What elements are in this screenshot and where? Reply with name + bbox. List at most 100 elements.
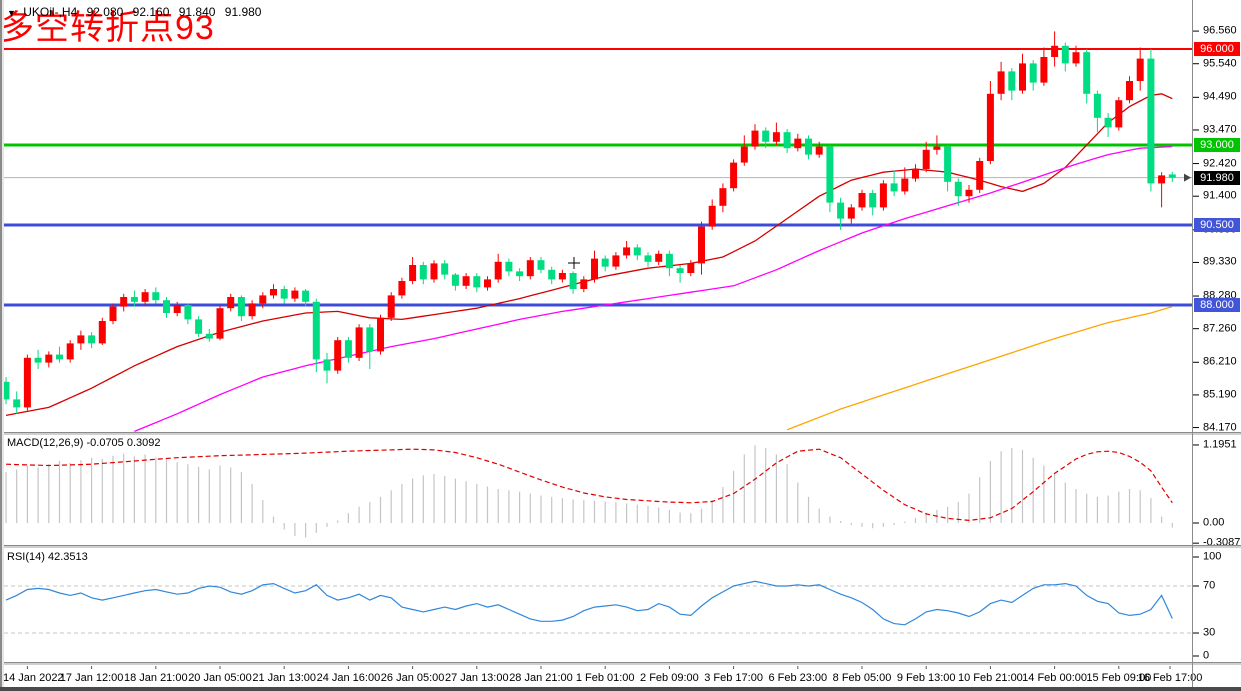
candle-body (933, 146, 941, 150)
candle-body (954, 181, 962, 197)
candle-body (601, 258, 609, 267)
candle-body (687, 263, 695, 273)
candle-body (890, 183, 898, 192)
candle-body (783, 132, 791, 149)
candle-body (751, 130, 759, 147)
candle-body (505, 261, 513, 272)
candle-body (98, 321, 106, 344)
candle-body (34, 357, 42, 363)
candle-body (676, 268, 684, 273)
candle-body (1029, 63, 1037, 83)
candle-body (398, 281, 406, 296)
candle-body (526, 260, 534, 277)
candle-body (1104, 117, 1112, 128)
candle-body (591, 258, 598, 280)
candle-body (708, 205, 716, 227)
candle-body (537, 260, 545, 270)
macd-values: -0.0705 0.3092 (86, 437, 161, 449)
candle-body (13, 399, 21, 408)
axis-divider-line (1192, 0, 1193, 688)
candle-body (462, 276, 470, 286)
candle-body (2, 381, 10, 400)
candle-body (869, 193, 877, 208)
candle-body (1136, 58, 1144, 81)
candle-body (1061, 45, 1069, 64)
rsi-name: RSI(14) (7, 551, 45, 563)
candle-body (1147, 58, 1155, 184)
candle-body (858, 193, 866, 208)
candle-body (291, 290, 299, 299)
rsi-line (5, 580, 1173, 626)
candle-body (484, 279, 491, 288)
candle-body (986, 93, 994, 161)
candle-body (837, 202, 845, 219)
candle-body (1158, 175, 1166, 184)
candle-body (355, 327, 363, 358)
candle-body (612, 255, 620, 267)
candle-body (976, 161, 984, 190)
candle-body (409, 265, 417, 281)
candle-body (494, 261, 502, 280)
candle-body (334, 340, 342, 371)
candle-body (419, 265, 427, 280)
candle-body (237, 297, 245, 317)
candle-body (516, 271, 524, 277)
candle-body (633, 247, 641, 256)
candle-body (205, 333, 213, 339)
candle-body (344, 340, 352, 358)
candle-body (120, 297, 128, 307)
candle-body (847, 207, 855, 219)
candle-body (719, 188, 727, 206)
candle-body (88, 335, 96, 344)
candle-body (901, 178, 909, 192)
candle-body (1072, 52, 1080, 64)
candle-body (944, 146, 952, 182)
candle-body (441, 263, 449, 275)
candle-body (141, 292, 149, 302)
ohlc-low: 91.840 (178, 5, 216, 19)
candle-body (1008, 71, 1016, 91)
symbol-period-label: UKOil-,H4 (23, 5, 78, 19)
candle-body (730, 162, 738, 189)
rsi-indicator-label: RSI(14) 42.3513 (7, 551, 88, 563)
candle-body (1051, 45, 1059, 57)
annotation-text: 多空转折点93 (0, 9, 215, 47)
candle-body (1083, 52, 1091, 94)
candle-body (195, 319, 203, 334)
candle-body (623, 247, 631, 256)
candle-body (580, 279, 588, 289)
pane-separator-macd-rsi[interactable] (0, 545, 1241, 549)
macd-indicator-label: MACD(12,26,9) -0.0705 0.3092 (7, 437, 161, 449)
pane-separator-main-macd[interactable] (0, 432, 1241, 436)
candle-body (23, 357, 31, 408)
candle-body (912, 169, 919, 179)
candle-body (45, 354, 53, 363)
candle-body (248, 303, 256, 317)
symbol-dropdown-icon[interactable]: ▼ (7, 8, 16, 18)
candle-body (77, 335, 85, 344)
window-left-edge (0, 0, 4, 691)
candle-body (1126, 81, 1133, 101)
candle-body (558, 273, 566, 280)
candle-body (280, 289, 288, 299)
candle-body (805, 138, 812, 155)
ma-fast-red (5, 93, 1173, 417)
current-price-arrow-icon (1184, 173, 1191, 182)
candle-body (794, 138, 802, 149)
candle-body (644, 255, 652, 262)
candle-body (66, 343, 74, 360)
candle-body (366, 327, 374, 352)
candle-body (1019, 63, 1026, 91)
candle-body (1040, 57, 1048, 83)
rsi-value: 42.3513 (47, 551, 88, 563)
candle-body (302, 290, 310, 302)
candle-body (323, 359, 331, 371)
candle-body (548, 269, 556, 280)
candle-body (815, 146, 823, 155)
candle-body (163, 300, 170, 313)
candle-body (762, 130, 770, 142)
candle-body (740, 146, 748, 163)
macd-signal-line (5, 448, 1173, 522)
candle-body (1115, 100, 1123, 128)
